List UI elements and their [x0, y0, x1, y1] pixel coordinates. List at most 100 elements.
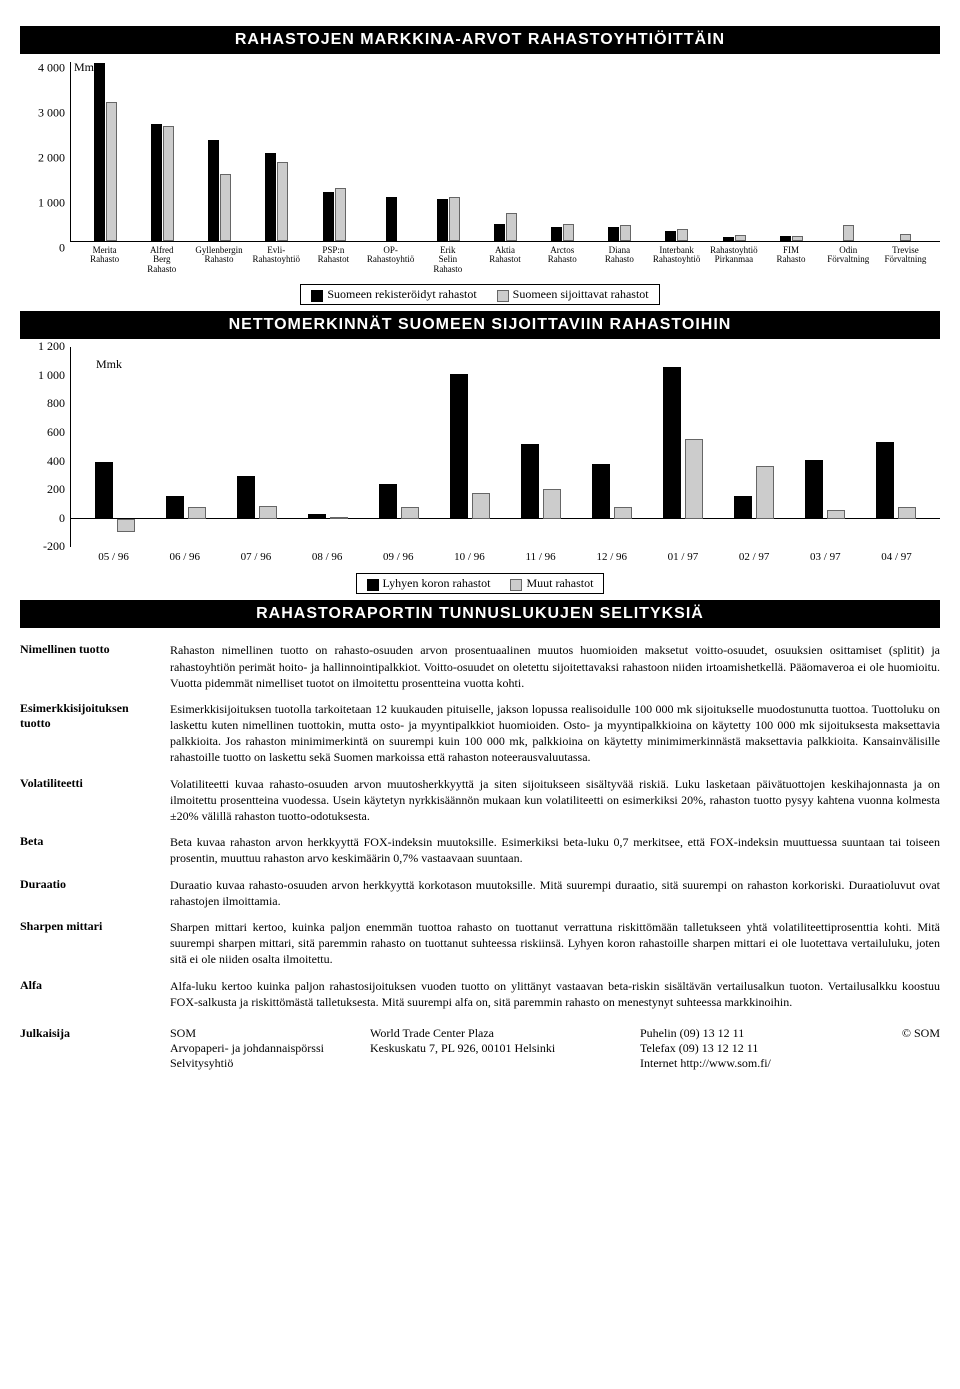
bar-group: [790, 347, 861, 547]
definition-term: Volatiliteetti: [20, 776, 170, 825]
definition-row: DuraatioDuraatio kuvaa rahasto-osuuden a…: [20, 877, 940, 909]
address-col: World Trade Center Plaza Keskuskatu 7, P…: [370, 1026, 640, 1071]
bar-group: [648, 229, 705, 241]
xtick-label: 04 / 97: [861, 547, 932, 563]
footer-line: Selvitysyhtiö: [170, 1056, 370, 1071]
swatch-black: [311, 290, 323, 302]
bar: [308, 514, 326, 518]
publisher-col: SOM Arvopaperi- ja johdannaispörssi Selv…: [170, 1026, 370, 1071]
xtick-label: InterbankRahastoyhtiö: [648, 242, 705, 274]
xtick-label: 07 / 96: [220, 547, 291, 563]
xtick-label: 12 / 96: [576, 547, 647, 563]
bar: [117, 519, 135, 532]
bar: [827, 510, 845, 519]
bar: [379, 484, 397, 518]
xtick-label: 11 / 96: [505, 547, 576, 563]
definition-body: Rahaston nimellinen tuotto on rahasto-os…: [170, 642, 940, 691]
xtick-label: AlfredBergRahasto: [133, 242, 190, 274]
legend-item: Suomeen sijoittavat rahastot: [497, 287, 649, 302]
bar-group: [534, 224, 591, 241]
definition-term: Beta: [20, 834, 170, 866]
bar-group: [134, 124, 191, 241]
legend-item: Muut rahastot: [510, 576, 593, 591]
xtick-label: GyllenberginRahasto: [190, 242, 247, 274]
xtick-label: 09 / 96: [363, 547, 434, 563]
definition-body: Sharpen mittari kertoo, kuinka paljon en…: [170, 919, 940, 968]
bar: [620, 225, 631, 241]
bar: [665, 231, 676, 241]
bar: [780, 236, 791, 241]
contact-col: Puhelin (09) 13 12 11 Telefax (09) 13 12…: [640, 1026, 820, 1071]
ytick-label: 200: [47, 482, 71, 497]
defs-title: RAHASTORAPORTIN TUNNUSLUKUJEN SELITYKSIÄ: [20, 600, 940, 628]
bar-group: [150, 347, 221, 547]
bar: [735, 235, 746, 241]
bar-group: [363, 197, 420, 241]
bar: [335, 188, 346, 241]
copyright: © SOM: [820, 1026, 940, 1071]
bar-group: [820, 225, 877, 241]
bar: [876, 442, 894, 519]
bar: [449, 197, 460, 241]
bar-group: [79, 347, 150, 547]
bar-group: [292, 347, 363, 547]
swatch-gray: [510, 579, 522, 591]
xtick-label: ArctosRahasto: [534, 242, 591, 274]
bar-group: [706, 235, 763, 241]
definition-row: AlfaAlfa-luku kertoo kuinka paljon rahas…: [20, 978, 940, 1010]
ytick-label: 3 000: [38, 106, 71, 121]
bar: [220, 174, 231, 242]
chart2-wrap: Mmk -20002004006008001 0001 200 05 / 960…: [20, 347, 940, 563]
legend-item: Suomeen rekisteröidyt rahastot: [311, 287, 476, 302]
bar: [259, 506, 277, 519]
bar: [734, 496, 752, 519]
xtick-label: PSP:nRahastot: [305, 242, 362, 274]
definition-term: Sharpen mittari: [20, 919, 170, 968]
definition-term: Duraatio: [20, 877, 170, 909]
definition-row: Sharpen mittariSharpen mittari kertoo, k…: [20, 919, 940, 968]
bar-group: [477, 213, 534, 241]
xtick-label: 10 / 96: [434, 547, 505, 563]
xtick-label: DianaRahasto: [591, 242, 648, 274]
bar-group: [248, 153, 305, 241]
bar-group: [191, 140, 248, 241]
bar: [330, 517, 348, 519]
bar-group: [77, 63, 134, 241]
xtick-label: OP-Rahastoyhtiö: [362, 242, 419, 274]
bar: [843, 225, 854, 241]
chart2-title: NETTOMERKINNÄT SUOMEEN SIJOITTAVIIN RAHA…: [20, 311, 940, 339]
bar: [805, 460, 823, 519]
bar: [543, 489, 561, 519]
chart2-plot: -20002004006008001 0001 200: [70, 347, 940, 547]
definition-term: Esimerkkisijoituksen tuotto: [20, 701, 170, 766]
ytick-label: 4 000: [38, 61, 71, 76]
footer-line: Internet http://www.som.fi/: [640, 1056, 820, 1071]
definition-body: Volatiliteetti kuvaa rahasto-osuuden arv…: [170, 776, 940, 825]
ytick-label: 0: [59, 241, 71, 256]
bar: [663, 367, 681, 518]
ytick-label: 400: [47, 454, 71, 469]
definition-term: Nimellinen tuotto: [20, 642, 170, 691]
footer-line: World Trade Center Plaza: [370, 1026, 640, 1041]
bar: [95, 462, 113, 519]
xtick-label: 08 / 96: [292, 547, 363, 563]
bar: [614, 507, 632, 518]
definitions-list: Nimellinen tuottoRahaston nimellinen tuo…: [20, 642, 940, 1010]
bar: [685, 439, 703, 519]
chart2-xlabels: 05 / 9606 / 9607 / 9608 / 9609 / 9610 / …: [70, 547, 940, 563]
bar: [506, 213, 517, 241]
bar-group: [877, 234, 934, 241]
swatch-black: [367, 579, 379, 591]
swatch-gray: [497, 290, 509, 302]
bar: [277, 162, 288, 241]
bar: [592, 464, 610, 518]
ytick-label: 1 000: [38, 368, 71, 383]
xtick-label: MeritaRahasto: [76, 242, 133, 274]
legend-label: Suomeen sijoittavat rahastot: [513, 287, 649, 301]
bar: [166, 496, 184, 519]
bar: [163, 126, 174, 241]
bar: [900, 234, 911, 241]
legend-item: Lyhyen koron rahastot: [367, 576, 491, 591]
bar: [756, 466, 774, 519]
chart1-title: RAHASTOJEN MARKKINA-ARVOT RAHASTOYHTIÖIT…: [20, 26, 940, 54]
